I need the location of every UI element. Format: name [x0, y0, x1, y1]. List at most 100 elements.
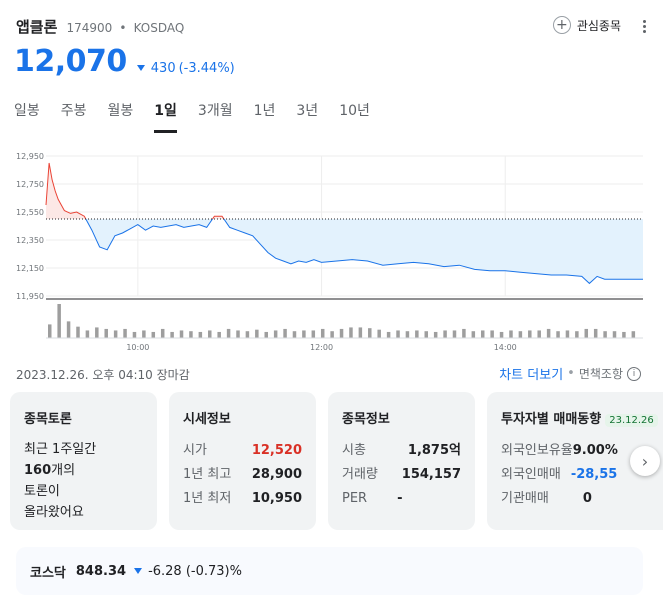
separator-dot: •	[567, 366, 575, 381]
kv-value: 9.00%	[572, 443, 618, 458]
discussion-line1: 최근 1주일간	[24, 442, 97, 457]
volume-bar	[48, 324, 52, 338]
kv-key: PER	[342, 491, 368, 506]
tab-1year[interactable]: 1년	[253, 103, 276, 119]
volume-bar	[339, 328, 344, 338]
volume-bar	[226, 328, 231, 338]
kv-row: 외국인매매 -28,55	[501, 463, 663, 487]
volume-bar	[603, 331, 607, 338]
volume-bar	[349, 327, 353, 338]
down-arrow-icon	[134, 568, 143, 574]
chart-more-link[interactable]: 차트 더보기	[499, 368, 564, 383]
kv-value: 1,875억	[407, 443, 461, 458]
kv-row: 시가 12,520	[183, 439, 302, 463]
volume-bar	[170, 331, 174, 338]
info-icon[interactable]: i	[627, 366, 641, 381]
volume-bar	[612, 331, 617, 338]
volume-bar	[283, 328, 287, 338]
card-title: 투자자별 매매동향 23.12.26	[501, 408, 663, 427]
kv-row: 거래량 154,157	[342, 463, 461, 487]
y-tick-label: 12,750	[16, 180, 44, 189]
price-line-down	[85, 219, 643, 285]
current-price: 12,070	[14, 44, 127, 79]
volume-bar	[480, 330, 485, 338]
volume-bar	[273, 330, 278, 338]
volume-bar	[462, 328, 466, 338]
chevron-right-icon[interactable]: ›	[630, 446, 660, 476]
x-tick-label: 14:00	[494, 343, 517, 352]
volume-bar	[66, 321, 71, 338]
kv-row: 외국인보유율 9.00%	[501, 439, 663, 463]
volume-bar	[509, 330, 513, 338]
price-chart-svg: 12,950 12,750 12,550 12,350 12,150 11,950 10:0…	[16, 152, 643, 352]
volume-bar	[528, 330, 532, 338]
volume-bar	[302, 330, 306, 338]
disclaimer-link[interactable]: 면책조항	[578, 367, 623, 381]
quote-info-card[interactable]: 시세정보 시가 12,520 1년 최고 28,900 1년 최저 10,950	[169, 392, 316, 530]
volume-bar	[518, 331, 523, 338]
volume-bar	[189, 331, 193, 338]
tab-3year[interactable]: 3년	[296, 103, 319, 119]
tab-10year[interactable]: 10년	[339, 103, 370, 119]
volume-bar	[104, 328, 108, 338]
kv-row: 1년 최저 10,950	[183, 487, 302, 511]
kv-key: 거래량	[342, 467, 378, 482]
y-tick-label: 12,950	[16, 152, 44, 161]
tab-daily[interactable]: 일봉	[14, 103, 40, 119]
volume-bar	[424, 331, 429, 338]
volume-bar	[330, 331, 334, 338]
tab-weekly[interactable]: 주봉	[60, 103, 87, 119]
volume-bar	[490, 330, 494, 338]
volume-bar	[123, 328, 127, 338]
y-tick-label: 12,350	[16, 236, 44, 245]
change-amount: 430	[150, 60, 176, 76]
kv-key: 외국인보유율	[501, 443, 573, 458]
volume-bar	[377, 329, 381, 338]
stock-name: 앱클론	[16, 18, 58, 36]
tab-1day[interactable]: 1일	[154, 100, 177, 133]
index-change: -6.28 (-0.73)%	[134, 564, 242, 579]
volume-bar	[179, 330, 184, 338]
volume-bar	[255, 329, 259, 338]
watchlist-button[interactable]: + 관심종목	[552, 16, 621, 34]
volume-bar	[217, 331, 221, 338]
volume-bar	[160, 328, 165, 338]
kv-key: 1년 최고	[183, 467, 232, 482]
kv-value: 0	[582, 491, 592, 506]
more-vert-icon[interactable]	[637, 16, 651, 36]
kv-key: 외국인매매	[501, 467, 561, 482]
kv-key: 기관매매	[501, 491, 549, 506]
volume-bar	[85, 330, 90, 338]
kv-key: 시총	[342, 443, 366, 458]
down-arrow-icon	[136, 65, 145, 71]
market-timestamp: 2023.12.26. 오후 04:10 장마감	[16, 368, 190, 382]
volume-bar	[537, 330, 541, 338]
stock-code: 174900	[66, 21, 113, 35]
tab-3month[interactable]: 3개월	[197, 103, 233, 119]
volume-bar	[113, 330, 118, 338]
discussion-line4: 올라왔어요	[24, 505, 84, 520]
volume-bar	[499, 331, 504, 338]
volume-bar	[208, 330, 212, 338]
discussion-line2: 160개의	[24, 460, 143, 481]
volume-bar	[358, 327, 363, 338]
stock-info-card[interactable]: 종목정보 시총 1,875억 거래량 154,157 PER -	[328, 392, 475, 530]
volume-bar	[565, 330, 570, 338]
kv-row: 기관매매 0	[501, 487, 663, 511]
kosdaq-index-bar[interactable]: 코스닥 848.34 -6.28 (-0.73)%	[16, 547, 643, 595]
discussion-card[interactable]: 종목토론 최근 1주일간 160개의 토론이 올라왔어요	[10, 392, 157, 530]
index-change-text: -6.28 (-0.73)%	[148, 563, 242, 579]
volume-bar	[575, 331, 579, 338]
y-tick-label: 11,950	[16, 292, 44, 301]
info-cards: 종목토론 최근 1주일간 160개의 토론이 올라왔어요 시세정보 시가 12,5…	[10, 392, 663, 530]
kv-value: 12,520	[251, 443, 302, 458]
volume-bar	[292, 331, 297, 338]
volume-bar	[471, 331, 476, 338]
volume-bar	[386, 331, 391, 338]
price-chart[interactable]: 12,950 12,750 12,550 12,350 12,150 11,950 10:0…	[0, 140, 663, 360]
volume-bar	[405, 331, 410, 338]
investor-title: 투자자별 매매동향	[501, 412, 602, 427]
tab-monthly[interactable]: 월봉	[107, 103, 134, 119]
kv-row: 시총 1,875억	[342, 439, 461, 463]
y-tick-label: 12,150	[16, 264, 44, 273]
